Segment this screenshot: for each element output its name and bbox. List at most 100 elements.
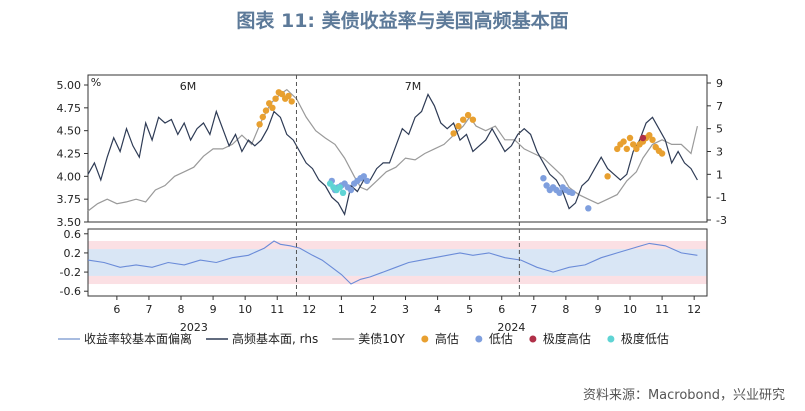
marker-dot-2	[639, 134, 647, 142]
marker-dot-0	[256, 121, 263, 128]
right-tick-label: 3	[716, 146, 723, 159]
x-tick-label: 1	[338, 303, 345, 316]
left-tick-label: 4.00	[57, 170, 82, 183]
marker-dot-0	[620, 138, 627, 145]
marker-dot-0	[285, 92, 292, 100]
marker-dot-0	[262, 107, 270, 114]
marker-dot-0	[464, 111, 472, 119]
marker-dot-1	[569, 189, 576, 196]
left-tick-label: 3.75	[57, 193, 82, 206]
legend-label: 收益率较基本面偏离	[84, 331, 192, 346]
bottom-plot-frame	[87, 228, 708, 297]
x-tick-label: 6	[113, 303, 120, 316]
marker-dot-0	[288, 98, 295, 105]
x-tick-label: 11	[270, 303, 284, 316]
x-tick-label: 6	[498, 303, 505, 316]
source-note: 资料来源：Macrobond，兴业研究	[582, 388, 785, 403]
marker-dot-1	[556, 189, 563, 196]
bottom-tick-label: -0.6	[60, 285, 81, 298]
bottom-panel: 0.6 0.2 -0.2 -0.6	[60, 228, 708, 298]
marker-dot-0	[450, 130, 457, 137]
x-tick-label: 7	[530, 303, 537, 316]
x-tick-label: 9	[594, 303, 601, 316]
marker-dot-0	[646, 132, 653, 139]
left-tick-label: 4.75	[57, 102, 82, 115]
x-tick-label: 12	[302, 303, 316, 316]
marker-dot-0	[633, 145, 640, 153]
legend-swatch-dot	[529, 335, 537, 343]
annotation-6m: 6M	[180, 80, 197, 93]
year-label: 2023	[180, 321, 208, 334]
band-inner	[88, 249, 707, 276]
top-plot-frame	[87, 74, 708, 223]
marker-dot-0	[278, 90, 286, 98]
marker-dot-1	[347, 186, 355, 194]
marker-dot-0	[649, 136, 656, 143]
marker-dot-1	[540, 175, 547, 182]
right-tick-label: -1	[716, 191, 727, 204]
legend-label: 极度低估	[621, 331, 669, 346]
right-tick-label: 9	[716, 77, 723, 90]
marker-dot-3	[339, 189, 347, 196]
left-tick-label: 5.00	[57, 79, 82, 92]
marker-dot-0	[469, 116, 477, 123]
right-tick-label: -3	[716, 214, 727, 227]
marker-dot-0	[272, 95, 279, 102]
marker-dot-0	[455, 122, 462, 130]
x-tick-label: 11	[655, 303, 669, 316]
x-tick-label: 8	[562, 303, 569, 316]
left-tick-label: 3.50	[57, 216, 82, 229]
marker-dot-0	[269, 104, 276, 112]
legend: 收益率较基本面偏离 高频基本面, rhs 美债10Y 高估 低估 极度高估 极度低估	[58, 331, 669, 346]
marker-dot-1	[363, 177, 371, 185]
legend-label: 美债10Y	[358, 332, 405, 346]
annotation-7m: 7M	[405, 80, 422, 93]
legend-swatch-dot	[475, 335, 483, 343]
marker-dot-1	[360, 173, 367, 180]
legend-label: 极度高估	[543, 331, 591, 346]
right-tick-label: 7	[716, 100, 723, 113]
marker-dot-3	[336, 184, 343, 191]
marker-dot-0	[604, 173, 611, 180]
deviation-line	[87, 240, 698, 285]
x-tick-label: 2	[370, 303, 377, 316]
marker-dot-0	[626, 134, 634, 142]
year-label: 2024	[497, 321, 525, 334]
marker-dot-0	[259, 113, 266, 121]
left-tick-label: 4.25	[57, 148, 82, 161]
legend-label: 低估	[489, 332, 513, 346]
legend-label: 高频基本面, rhs	[232, 331, 318, 346]
marker-dot-1	[585, 205, 592, 212]
bottom-tick-label: 0.2	[64, 247, 82, 260]
x-tick-label: 9	[210, 303, 217, 316]
left-unit-label: %	[91, 76, 101, 89]
x-tick-label: 7	[145, 303, 152, 316]
x-tick-label: 8	[178, 303, 185, 316]
marker-dot-0	[460, 116, 467, 123]
marker-dot-0	[623, 145, 630, 153]
legend-swatch-dot	[607, 335, 615, 343]
right-tick-label: 1	[716, 168, 723, 181]
marker-dot-0	[630, 141, 637, 148]
right-tick-label: 5	[716, 123, 723, 136]
marker-dot-0	[658, 150, 666, 157]
legend-label: 高估	[435, 331, 459, 346]
top-panel: 5.00 4.75 4.50 4.25 4.00 3.75 3.50% 9 7 5 3 1 -1 -3 6M…	[57, 74, 727, 229]
x-tick-label: 3	[402, 303, 409, 316]
marker-dot-0	[266, 100, 273, 107]
marker-dot-1	[543, 182, 550, 189]
bottom-tick-label: -0.2	[60, 266, 81, 279]
chart-title: 图表 11: 美债收益率与美国高频基本面	[236, 10, 569, 32]
x-tick-label: 5	[466, 303, 473, 316]
x-tick-label: 4	[434, 303, 441, 316]
x-tick-label: 10	[238, 303, 252, 316]
x-tick-label: 12	[687, 303, 701, 316]
legend-swatch-dot	[421, 335, 429, 343]
marker-dot-0	[614, 145, 621, 153]
series-line-hf-fundamental	[87, 92, 698, 216]
left-tick-label: 4.50	[57, 125, 82, 138]
bottom-tick-label: 0.6	[64, 228, 82, 241]
series-line-ust10y	[87, 88, 698, 212]
